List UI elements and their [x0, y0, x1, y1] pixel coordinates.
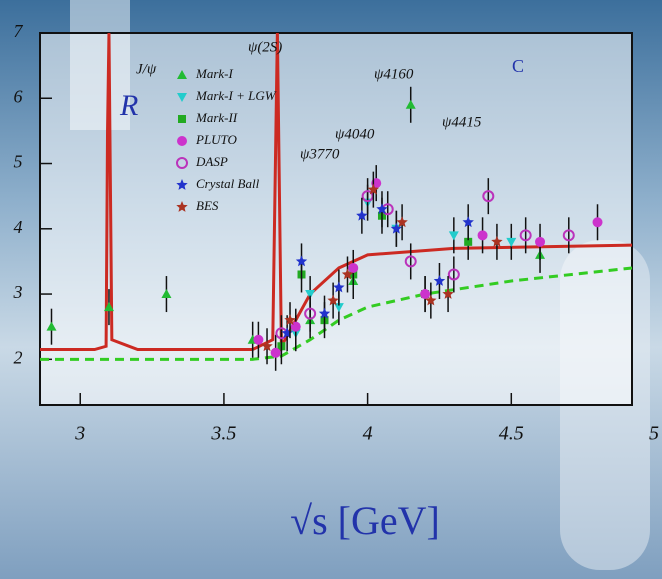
marker — [295, 255, 308, 267]
marker — [396, 216, 408, 228]
marker — [482, 190, 495, 203]
x-tick-label: 5 — [649, 423, 659, 445]
curve — [40, 32, 633, 352]
marker — [442, 288, 454, 299]
curve — [40, 266, 633, 361]
y-tick-label: 4 — [14, 217, 23, 237]
marker — [177, 70, 187, 79]
marker — [462, 216, 474, 228]
legend-label: Crystal Ball — [196, 176, 260, 191]
y-tick-label: 3 — [13, 282, 23, 302]
marker — [376, 203, 388, 215]
marker — [433, 275, 446, 286]
annotation: ψ4160 — [374, 66, 414, 82]
marker — [356, 209, 368, 221]
marker — [420, 289, 431, 300]
x-tick-label: 3.5 — [210, 423, 236, 445]
marker — [327, 294, 339, 306]
marker — [404, 255, 417, 268]
marker — [176, 179, 188, 190]
legend-label: Mark-I — [195, 66, 233, 81]
annotation: J/ψ — [136, 61, 157, 77]
marker — [535, 236, 546, 247]
legend-label: Mark-I + LGW — [195, 88, 277, 103]
corner-label: C — [512, 56, 524, 76]
marker — [341, 268, 354, 280]
y-label: R — [119, 89, 138, 122]
marker — [333, 281, 345, 293]
marker — [390, 222, 403, 234]
marker — [261, 340, 273, 352]
legend-label: DASP — [195, 154, 228, 169]
marker — [367, 183, 380, 195]
y-tick-label: 2 — [14, 347, 23, 367]
annotation: ψ4040 — [335, 126, 375, 142]
marker — [253, 334, 264, 345]
x-label: √s [GeV] — [290, 498, 440, 543]
marker — [318, 307, 331, 319]
marker — [270, 347, 281, 358]
marker — [178, 115, 186, 123]
marker — [176, 201, 188, 212]
legend-label: PLUTO — [195, 132, 238, 147]
marker — [425, 294, 437, 306]
marker — [103, 302, 114, 312]
marker — [477, 230, 488, 241]
marker — [405, 99, 416, 109]
annotation: ψ4415 — [442, 114, 482, 130]
marker — [284, 314, 296, 326]
marker — [161, 289, 172, 299]
marker — [562, 229, 575, 242]
marker — [176, 157, 188, 169]
marker — [506, 237, 517, 247]
legend-label: BES — [196, 198, 219, 213]
marker — [177, 93, 187, 102]
x-tick-label: 4.5 — [499, 423, 524, 445]
plot-frame — [39, 32, 633, 406]
marker — [447, 268, 460, 281]
plot-area — [40, 33, 632, 405]
legend-label: Mark-II — [195, 110, 238, 125]
marker — [333, 303, 344, 313]
y-tick-label: 5 — [14, 152, 23, 172]
annotation: ψ3770 — [300, 146, 340, 162]
marker — [305, 290, 316, 300]
marker — [592, 217, 603, 228]
x-tick-label: 4 — [363, 423, 373, 445]
marker — [464, 237, 473, 246]
x-tick-label: 3 — [74, 423, 85, 445]
marker — [348, 262, 359, 273]
marker — [491, 235, 503, 247]
marker — [46, 321, 57, 331]
marker — [519, 229, 532, 242]
marker — [448, 231, 459, 241]
marker — [304, 307, 317, 320]
annotation: ψ(2S) — [248, 39, 282, 55]
marker — [177, 136, 187, 146]
y-tick-label: 7 — [14, 21, 24, 41]
y-tick-label: 6 — [14, 86, 23, 106]
